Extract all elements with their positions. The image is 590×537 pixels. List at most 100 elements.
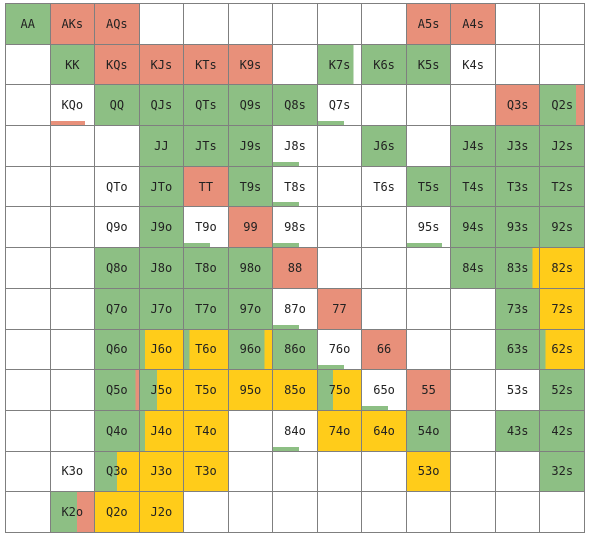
hand-cell-J8o[interactable]: J8o: [139, 248, 185, 289]
hand-cell-K6s[interactable]: K6s: [362, 44, 407, 86]
hand-cell-T3s[interactable]: T3s: [495, 166, 541, 208]
empty-cell[interactable]: [406, 329, 452, 371]
empty-cell[interactable]: [406, 248, 452, 289]
hand-cell-95o[interactable]: 95o: [228, 370, 274, 411]
hand-cell-K2o[interactable]: K2o: [50, 492, 96, 533]
hand-cell-77[interactable]: 77: [317, 288, 363, 330]
hand-cell-Q9o[interactable]: Q9o: [95, 207, 140, 249]
hand-cell-53o[interactable]: 53o: [406, 451, 452, 493]
hand-cell-Q4o[interactable]: Q4o: [95, 410, 140, 452]
hand-cell-J6o[interactable]: J6o: [139, 329, 185, 371]
hand-cell-T7o[interactable]: T7o: [184, 288, 229, 330]
hand-cell-J5o[interactable]: J5o: [139, 370, 185, 411]
hand-cell-T4o[interactable]: T4o: [184, 410, 229, 452]
empty-cell[interactable]: [6, 370, 51, 411]
hand-cell-82s[interactable]: 82s: [540, 248, 585, 289]
empty-cell[interactable]: [317, 248, 363, 289]
empty-cell[interactable]: [95, 126, 140, 167]
hand-cell-QTs[interactable]: QTs: [184, 85, 229, 127]
empty-cell[interactable]: [273, 451, 318, 493]
empty-cell[interactable]: [317, 207, 363, 249]
hand-cell-93s[interactable]: 93s: [495, 207, 541, 249]
hand-cell-Q7o[interactable]: Q7o: [95, 288, 140, 330]
empty-cell[interactable]: [50, 329, 96, 371]
hand-cell-QJs[interactable]: QJs: [139, 85, 185, 127]
hand-cell-85o[interactable]: 85o: [273, 370, 318, 411]
hand-cell-A4s[interactable]: A4s: [451, 4, 496, 45]
hand-cell-KQo[interactable]: KQo: [50, 85, 96, 127]
hand-cell-J9s[interactable]: J9s: [228, 126, 274, 167]
empty-cell[interactable]: [273, 492, 318, 533]
empty-cell[interactable]: [6, 451, 51, 493]
hand-cell-84s[interactable]: 84s: [451, 248, 496, 289]
empty-cell[interactable]: [184, 4, 229, 45]
empty-cell[interactable]: [317, 166, 363, 208]
hand-cell-76o[interactable]: 76o: [317, 329, 363, 371]
hand-cell-Q9s[interactable]: Q9s: [228, 85, 274, 127]
hand-cell-87o[interactable]: 87o: [273, 288, 318, 330]
hand-cell-54o[interactable]: 54o: [406, 410, 452, 452]
empty-cell[interactable]: [406, 85, 452, 127]
empty-cell[interactable]: [406, 288, 452, 330]
empty-cell[interactable]: [451, 329, 496, 371]
hand-cell-J2s[interactable]: J2s: [540, 126, 585, 167]
empty-cell[interactable]: [50, 126, 96, 167]
hand-cell-97o[interactable]: 97o: [228, 288, 274, 330]
empty-cell[interactable]: [362, 4, 407, 45]
empty-cell[interactable]: [273, 44, 318, 86]
empty-cell[interactable]: [317, 4, 363, 45]
empty-cell[interactable]: [495, 4, 541, 45]
empty-cell[interactable]: [228, 410, 274, 452]
hand-cell-KQs[interactable]: KQs: [95, 44, 140, 86]
hand-cell-QQ[interactable]: QQ: [95, 85, 140, 127]
empty-cell[interactable]: [362, 288, 407, 330]
empty-cell[interactable]: [540, 492, 585, 533]
hand-cell-72s[interactable]: 72s: [540, 288, 585, 330]
empty-cell[interactable]: [317, 492, 363, 533]
empty-cell[interactable]: [50, 248, 96, 289]
hand-cell-AKs[interactable]: AKs: [50, 4, 96, 45]
empty-cell[interactable]: [406, 492, 452, 533]
hand-cell-Q8o[interactable]: Q8o: [95, 248, 140, 289]
hand-cell-J9o[interactable]: J9o: [139, 207, 185, 249]
hand-cell-T6o[interactable]: T6o: [184, 329, 229, 371]
hand-cell-43s[interactable]: 43s: [495, 410, 541, 452]
hand-cell-Q7s[interactable]: Q7s: [317, 85, 363, 127]
empty-cell[interactable]: [6, 207, 51, 249]
hand-cell-55[interactable]: 55: [406, 370, 452, 411]
empty-cell[interactable]: [451, 370, 496, 411]
hand-cell-J7o[interactable]: J7o: [139, 288, 185, 330]
hand-cell-Q5o[interactable]: Q5o: [95, 370, 140, 411]
hand-cell-63s[interactable]: 63s: [495, 329, 541, 371]
empty-cell[interactable]: [362, 451, 407, 493]
empty-cell[interactable]: [50, 207, 96, 249]
empty-cell[interactable]: [228, 4, 274, 45]
hand-cell-92s[interactable]: 92s: [540, 207, 585, 249]
hand-cell-T8s[interactable]: T8s: [273, 166, 318, 208]
empty-cell[interactable]: [50, 166, 96, 208]
empty-cell[interactable]: [451, 85, 496, 127]
hand-cell-QTo[interactable]: QTo: [95, 166, 140, 208]
hand-cell-53s[interactable]: 53s: [495, 370, 541, 411]
hand-cell-Q8s[interactable]: Q8s: [273, 85, 318, 127]
empty-cell[interactable]: [184, 492, 229, 533]
empty-cell[interactable]: [451, 410, 496, 452]
hand-cell-T9o[interactable]: T9o: [184, 207, 229, 249]
hand-cell-62s[interactable]: 62s: [540, 329, 585, 371]
hand-cell-J8s[interactable]: J8s: [273, 126, 318, 167]
hand-cell-K5s[interactable]: K5s: [406, 44, 452, 86]
hand-cell-96o[interactable]: 96o: [228, 329, 274, 371]
empty-cell[interactable]: [6, 492, 51, 533]
hand-cell-84o[interactable]: 84o: [273, 410, 318, 452]
hand-cell-T9s[interactable]: T9s: [228, 166, 274, 208]
empty-cell[interactable]: [273, 4, 318, 45]
hand-cell-52s[interactable]: 52s: [540, 370, 585, 411]
hand-cell-94s[interactable]: 94s: [451, 207, 496, 249]
hand-cell-KTs[interactable]: KTs: [184, 44, 229, 86]
hand-cell-86o[interactable]: 86o: [273, 329, 318, 371]
empty-cell[interactable]: [451, 451, 496, 493]
empty-cell[interactable]: [6, 85, 51, 127]
empty-cell[interactable]: [540, 44, 585, 86]
hand-cell-99[interactable]: 99: [228, 207, 274, 249]
empty-cell[interactable]: [6, 329, 51, 371]
